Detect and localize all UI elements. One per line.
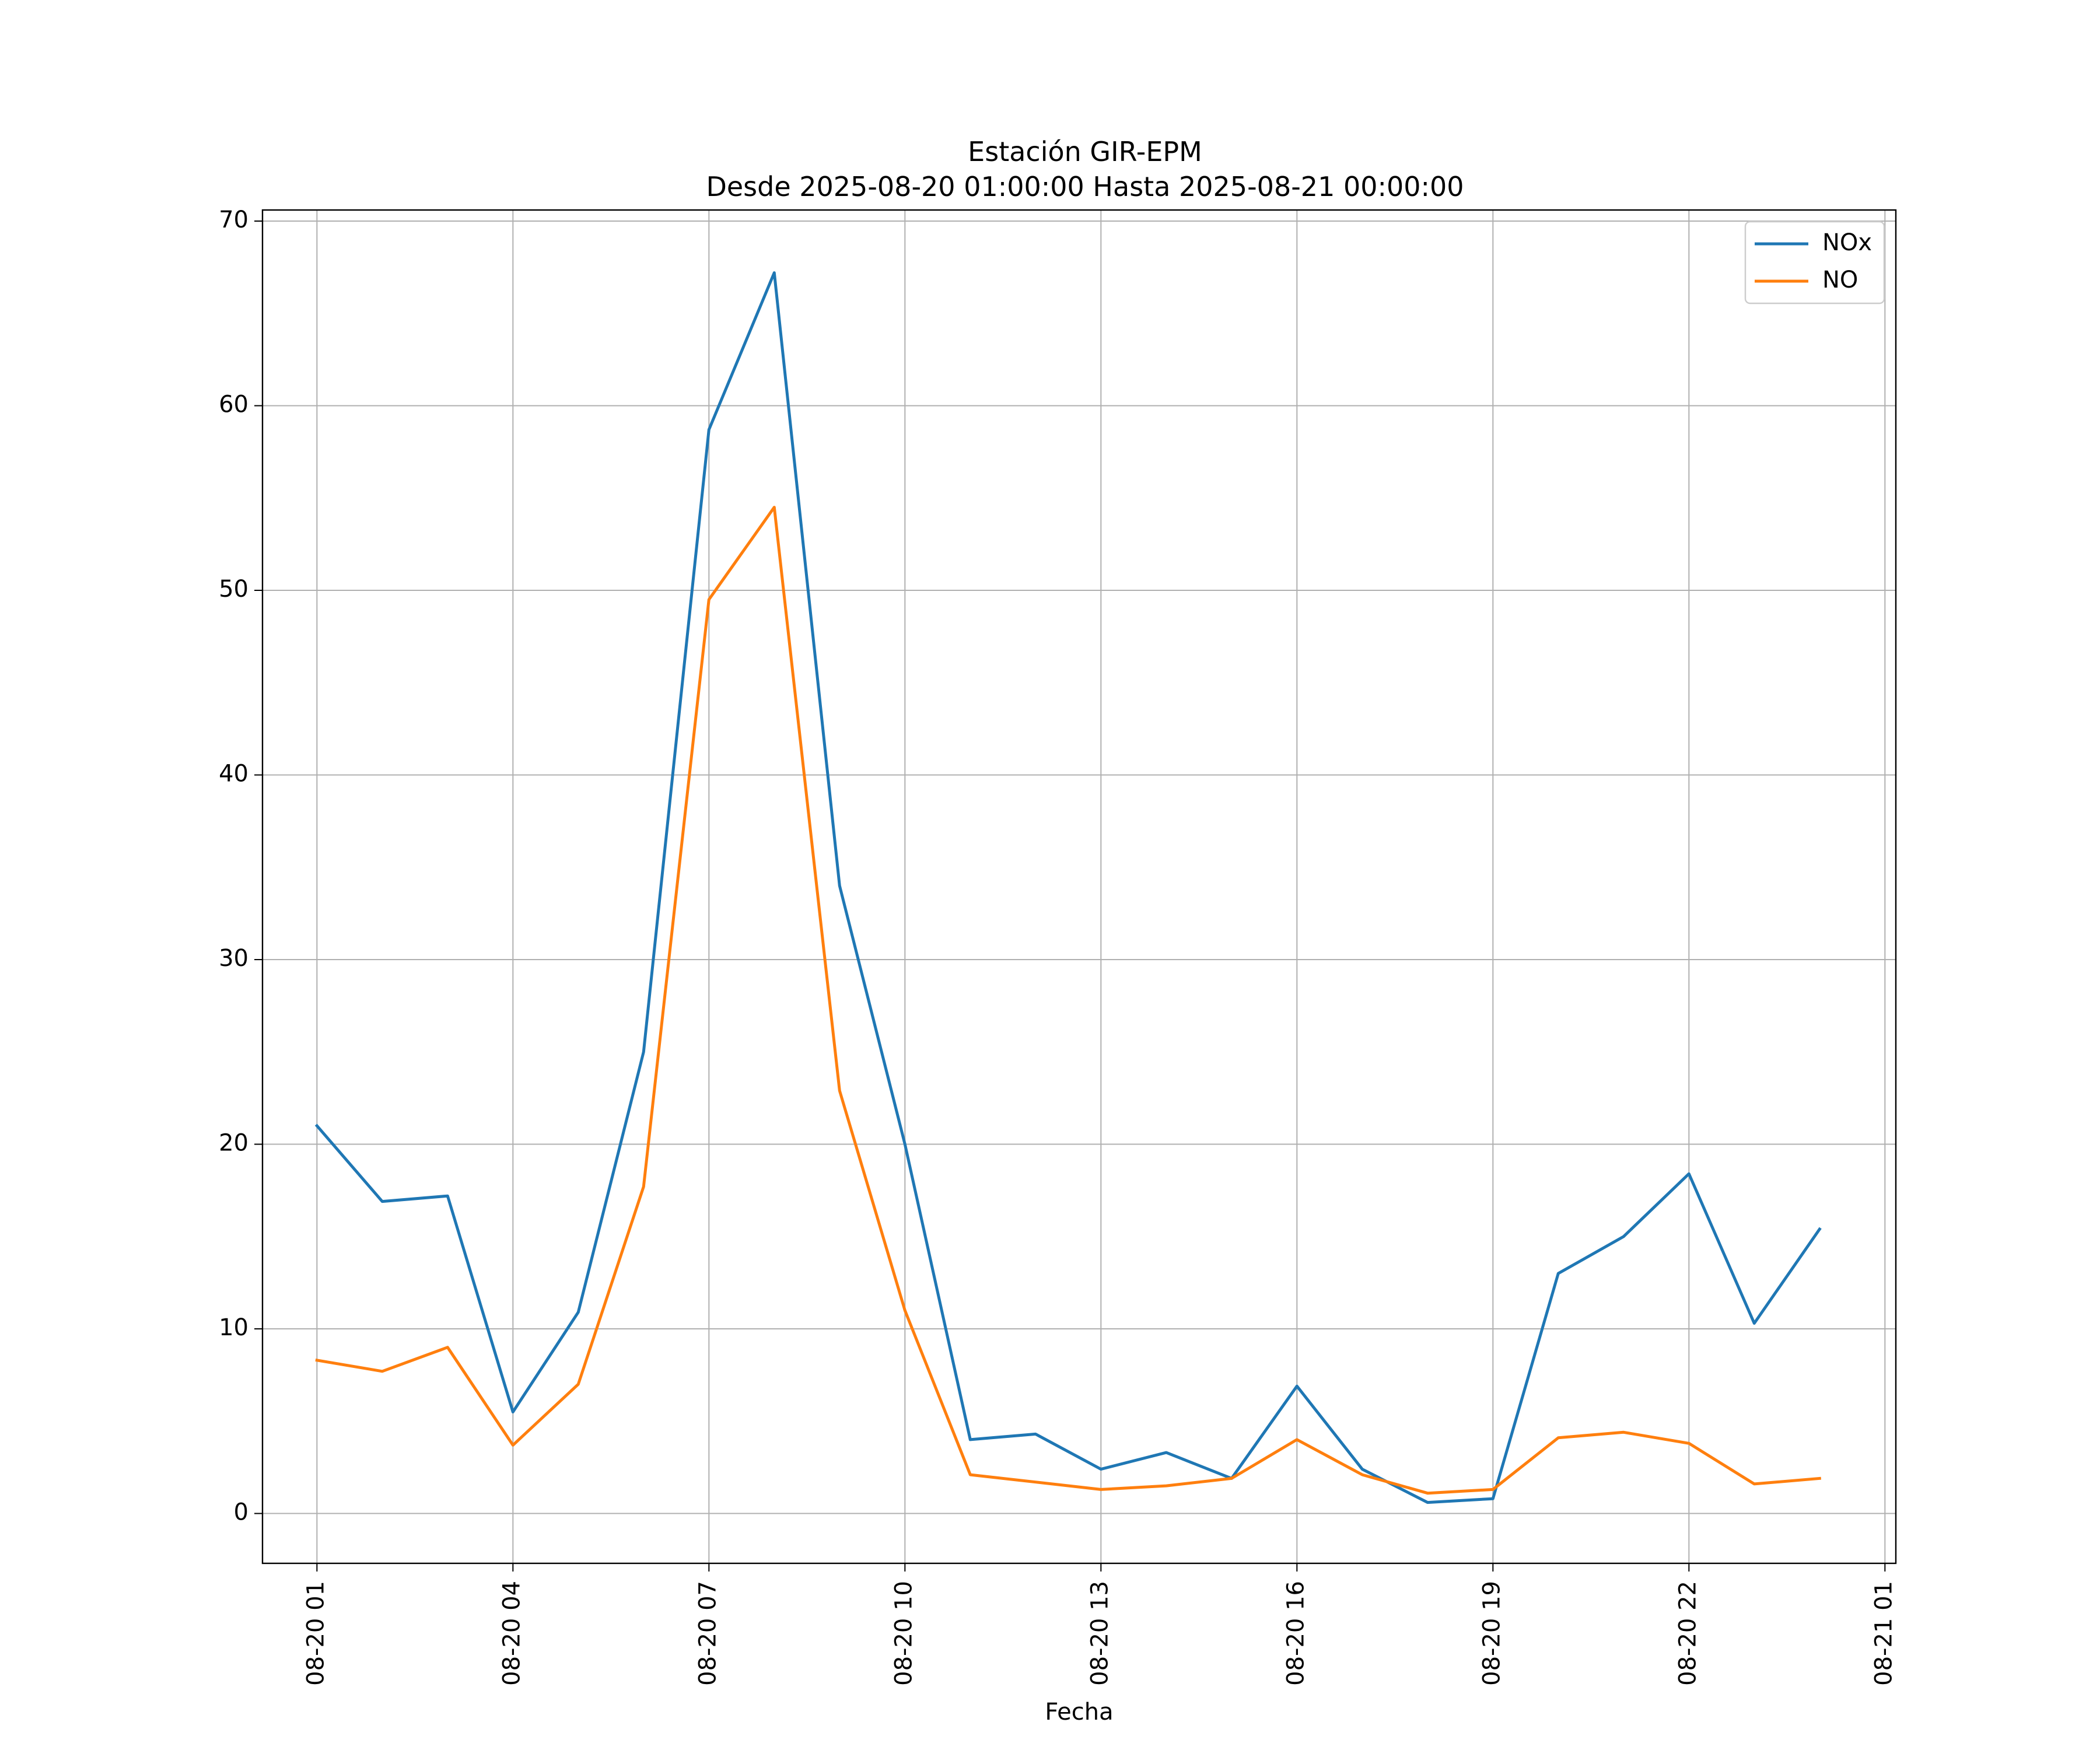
x-axis-label: Fecha [1045, 1699, 1113, 1726]
y-tick-label: 50 [219, 576, 249, 603]
x-tick-label: 08-20 13 [1086, 1581, 1113, 1686]
y-tick-label: 10 [219, 1314, 249, 1341]
x-tick-label: 08-20 19 [1478, 1581, 1505, 1686]
y-tick-label: 20 [219, 1130, 249, 1157]
y-tick-label: 70 [219, 206, 249, 233]
y-tick-label: 60 [219, 391, 249, 418]
plot-frame [261, 209, 1897, 1564]
legend: NOx NO [1744, 220, 1885, 304]
x-tick-label: 08-20 16 [1282, 1581, 1309, 1686]
y-tick-label: 0 [234, 1499, 249, 1526]
x-tick-label: 08-20 22 [1674, 1581, 1701, 1686]
x-tick-label: 08-20 10 [890, 1581, 917, 1686]
x-tick-label: 08-20 04 [498, 1581, 525, 1686]
x-tick-label: 08-21 01 [1870, 1581, 1897, 1686]
x-axis: 08-20 01 08-20 04 08-20 07 08-20 10 08-20 13… [302, 1563, 1897, 1686]
y-tick-label: 40 [219, 761, 249, 788]
y-axis: 0 10 20 30 40 50 60 70 [219, 206, 262, 1526]
series-line-no [315, 506, 1822, 1495]
x-tick-label: 08-20 01 [302, 1581, 329, 1686]
x-tick-label: 08-20 07 [694, 1581, 721, 1686]
legend-label-nox: NOx [1822, 229, 1872, 256]
legend-box [1744, 220, 1885, 304]
legend-label-no: NO [1822, 267, 1858, 293]
y-tick-label: 30 [219, 945, 249, 972]
chart-subtitle: Desde 2025-08-20 01:00:00 Hasta 2025-08-… [706, 171, 1464, 202]
series-line-nox [314, 271, 1822, 1504]
chart-title: Estación GIR-EPM [968, 136, 1202, 167]
series-group [314, 271, 1822, 1504]
